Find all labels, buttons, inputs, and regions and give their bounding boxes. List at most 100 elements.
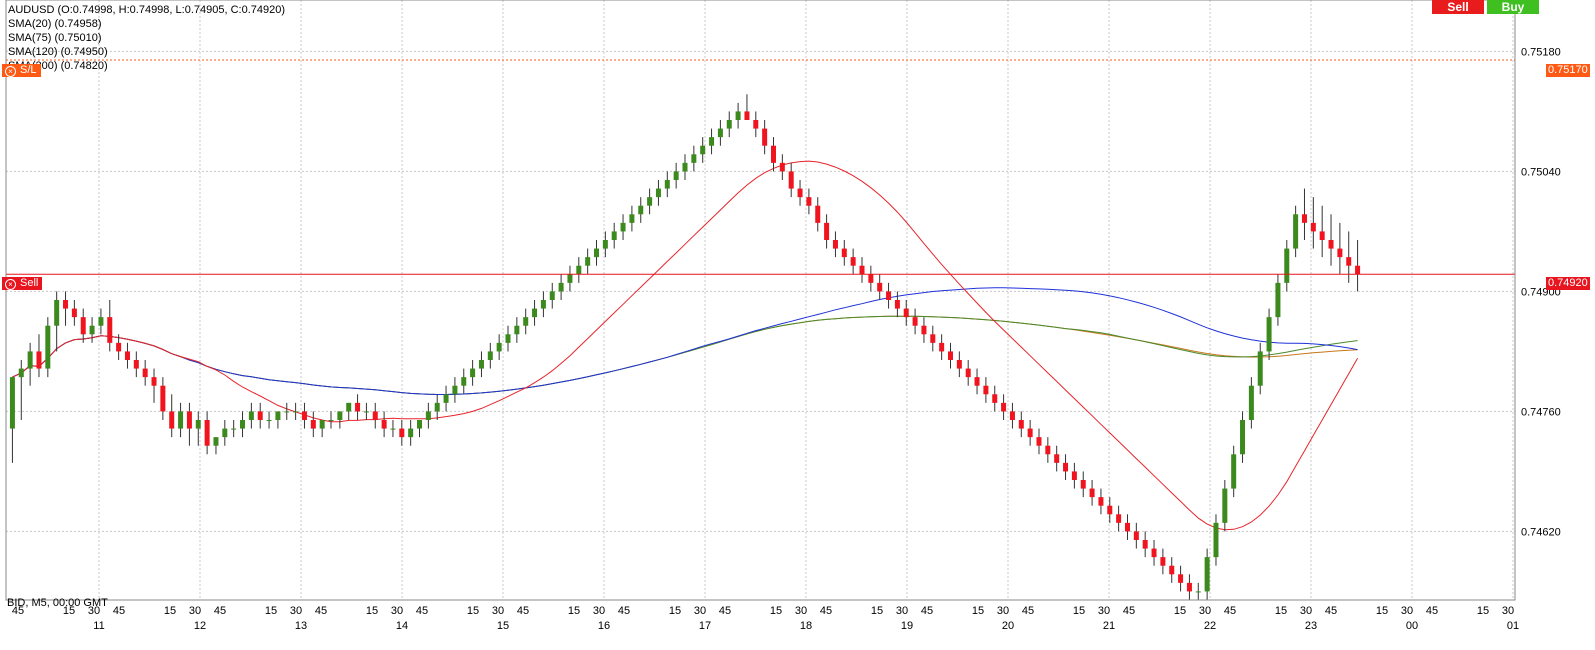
x-minute-label: 30 xyxy=(694,605,706,617)
candle-body xyxy=(1027,428,1033,438)
indicator-sma120: SMA(120) (0.74950) xyxy=(8,46,108,58)
close-icon[interactable]: × xyxy=(5,279,16,290)
x-minute-label: 15 xyxy=(1477,605,1489,617)
y-tick-label: 0.75040 xyxy=(1521,166,1561,178)
candle-body xyxy=(700,145,706,155)
candle-body xyxy=(381,420,387,429)
candle-body xyxy=(1257,351,1263,386)
candle-body xyxy=(1071,471,1077,480)
candle-body xyxy=(80,317,86,335)
candle-body xyxy=(54,300,60,326)
plot-frame xyxy=(5,0,1516,601)
sell-order-marker[interactable]: × Sell xyxy=(2,277,43,290)
candle-body xyxy=(841,248,847,258)
candle-body xyxy=(1195,591,1201,593)
candle-body xyxy=(1178,574,1184,583)
x-minute-label: 45 xyxy=(921,605,933,617)
x-minute-label: 15 xyxy=(366,605,378,617)
candle-body xyxy=(248,411,254,420)
x-minute-label: 30 xyxy=(88,605,100,617)
candle-body xyxy=(602,240,608,249)
x-minute-label: 45 xyxy=(416,605,428,617)
x-minute-label: 30 xyxy=(492,605,504,617)
x-day-label: 11 xyxy=(93,620,104,632)
symbol-line: AUDUSD (O:0.74998, H:0.74998, L:0.74905,… xyxy=(8,4,286,16)
candle-body xyxy=(63,300,69,309)
indicator-sma20: SMA(20) (0.74958) xyxy=(8,18,102,30)
candle-body xyxy=(886,291,892,300)
candle-body xyxy=(939,342,945,352)
x-minute-label: 15 xyxy=(63,605,75,617)
candle-body xyxy=(540,300,546,309)
sell-button[interactable]: Sell xyxy=(1432,0,1484,14)
candle-body xyxy=(974,377,980,386)
candle-body xyxy=(425,411,431,420)
x-minute-label: 15 xyxy=(669,605,681,617)
candle-body xyxy=(434,402,440,412)
candle-body xyxy=(36,351,42,369)
stop-loss-marker[interactable]: × S/L xyxy=(2,64,41,77)
candle-body xyxy=(620,222,626,232)
candle-body xyxy=(355,402,361,412)
x-minute-label: 45 xyxy=(1022,605,1034,617)
candle-body xyxy=(1346,257,1352,266)
candle-body xyxy=(673,171,679,180)
x-day-label: 22 xyxy=(1204,620,1216,632)
candle-body xyxy=(133,360,139,369)
candle-body xyxy=(1275,282,1281,318)
candle-body xyxy=(107,317,113,343)
candle-body xyxy=(1080,480,1086,489)
candle-body xyxy=(1169,565,1175,575)
candle-body xyxy=(363,411,369,413)
x-day-label: 18 xyxy=(800,620,812,632)
candle-body xyxy=(169,411,175,429)
sma75-path xyxy=(12,287,1358,395)
x-day-label: 16 xyxy=(598,620,610,632)
candle-body xyxy=(151,377,157,386)
x-minute-label: 30 xyxy=(1300,605,1312,617)
candle-body xyxy=(1089,488,1095,498)
x-minute-label: 30 xyxy=(1098,605,1110,617)
x-minute-label: 45 xyxy=(214,605,226,617)
candle-body xyxy=(709,137,715,146)
candle-body xyxy=(1231,454,1237,489)
candle-body xyxy=(275,411,281,420)
x-day-label: 17 xyxy=(699,620,711,632)
buy-button[interactable]: Buy xyxy=(1487,0,1539,14)
candle-body xyxy=(726,120,732,129)
x-minute-label: 45 xyxy=(517,605,529,617)
candle-body xyxy=(71,308,77,318)
candle-body xyxy=(284,411,290,413)
x-minute-label: 45 xyxy=(719,605,731,617)
candle-body xyxy=(1009,411,1015,420)
candle-body xyxy=(1301,214,1307,223)
candle-body xyxy=(1355,265,1361,275)
candle-body xyxy=(956,360,962,369)
x-minute-label: 30 xyxy=(290,605,302,617)
candle-body xyxy=(1266,317,1272,352)
candles xyxy=(9,94,1361,600)
candle-body xyxy=(390,428,396,430)
x-minute-label: 15 xyxy=(871,605,883,617)
candle-body xyxy=(682,162,688,172)
candle-body xyxy=(1107,505,1113,515)
candle-body xyxy=(850,257,856,266)
x-day-label: 19 xyxy=(901,620,913,632)
candle-body xyxy=(346,402,352,412)
candle-body xyxy=(1036,437,1042,446)
candle-body xyxy=(1063,462,1069,472)
candle-body xyxy=(788,171,794,189)
candle-body xyxy=(408,428,414,438)
candle-body xyxy=(505,334,511,343)
candle-body xyxy=(293,411,299,413)
candle-body xyxy=(1151,548,1157,558)
candle-body xyxy=(877,282,883,292)
candle-body xyxy=(1045,445,1051,455)
candle-body xyxy=(1337,248,1343,258)
x-minute-label: 30 xyxy=(795,605,807,617)
x-minute-label: 15 xyxy=(1376,605,1388,617)
close-icon[interactable]: × xyxy=(5,66,16,77)
y-tick-label: 0.74760 xyxy=(1521,406,1561,418)
sma120-line xyxy=(12,315,1358,395)
